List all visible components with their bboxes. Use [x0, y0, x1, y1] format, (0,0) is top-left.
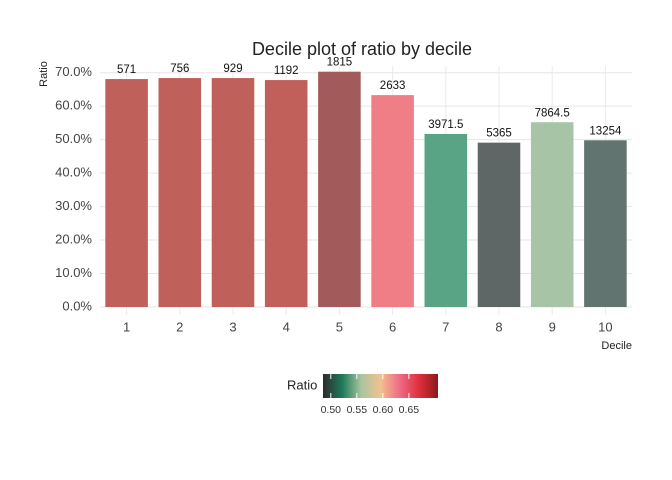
bar: [424, 133, 468, 307]
x-tick-label: 2: [176, 319, 183, 334]
bar: [158, 78, 202, 307]
bar: [371, 95, 414, 307]
data-label: 2633: [380, 80, 406, 92]
y-tick-label: 30.0%: [55, 198, 92, 213]
data-label: 7864.5: [535, 107, 570, 119]
y-tick-label: 70.0%: [55, 64, 92, 79]
y-axis-label: Ratio: [38, 61, 50, 87]
data-label: 3971.5: [428, 119, 463, 131]
data-label: 1192: [274, 65, 299, 77]
bar: [105, 79, 148, 307]
y-tick-label: 40.0%: [55, 165, 92, 180]
data-label: 929: [223, 63, 242, 75]
legend-colorbar: [323, 374, 438, 398]
data-label: 756: [170, 63, 189, 75]
legend-title: Ratio: [287, 377, 317, 392]
x-tick-label: 7: [442, 319, 449, 334]
y-tick-label: 60.0%: [55, 98, 92, 113]
bar: [264, 80, 308, 307]
y-tick-label: 10.0%: [55, 265, 92, 280]
bar: [318, 71, 361, 307]
x-tick-label: 4: [283, 319, 290, 334]
x-tick-label: 1: [123, 319, 130, 334]
legend-tick-label: 0.60: [373, 404, 394, 416]
x-tick-label: 10: [598, 319, 612, 334]
bar: [530, 122, 574, 307]
bar: [211, 78, 255, 307]
data-label: 571: [117, 64, 136, 76]
x-tick-label: 3: [229, 319, 236, 334]
y-tick-label: 50.0%: [55, 131, 92, 146]
y-tick-label: 20.0%: [55, 231, 92, 246]
x-tick-label: 8: [495, 319, 502, 334]
x-axis-label: Decile: [601, 340, 632, 352]
legend-tick-label: 0.65: [399, 404, 420, 416]
bar: [584, 140, 627, 307]
chart-title: Decile plot of ratio by decile: [252, 39, 472, 59]
y-tick-label: 0.0%: [62, 298, 92, 313]
data-label: 13254: [589, 125, 622, 137]
x-tick-label: 6: [389, 319, 396, 334]
data-label: 5365: [486, 128, 512, 140]
data-label: 1815: [327, 57, 353, 69]
legend-tick-label: 0.55: [347, 404, 368, 416]
x-tick-label: 5: [336, 319, 343, 334]
legend-tick-label: 0.50: [321, 404, 342, 416]
bar: [477, 142, 521, 307]
x-tick-label: 9: [549, 319, 556, 334]
